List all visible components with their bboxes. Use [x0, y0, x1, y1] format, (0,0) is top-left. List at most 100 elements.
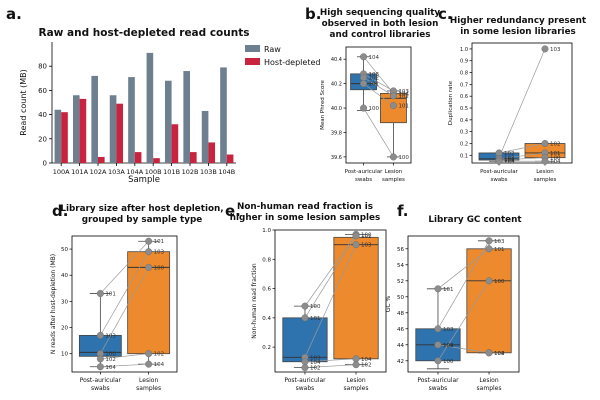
legend-swatch-raw: [245, 45, 260, 52]
point-lesion-100: [145, 263, 153, 271]
panel-label-f: f.: [397, 202, 408, 220]
x-tick-label-a: 103B: [200, 168, 217, 176]
plot-frame-f: [407, 235, 520, 373]
y-axis-label-f: GC %: [385, 295, 392, 312]
y-tick-label-f: 56: [397, 247, 404, 253]
point-label-104: 104: [443, 343, 454, 349]
point-label-101: 101: [310, 316, 321, 322]
point-label-101: 101: [105, 292, 116, 298]
panel-label-d: d.: [52, 202, 68, 220]
point-label-103: 103: [494, 239, 505, 245]
x-tick-label-d: swabs: [91, 385, 110, 392]
point-lesion-102: [145, 350, 153, 358]
point-post-102: [495, 149, 503, 157]
box-lesion: [333, 236, 379, 360]
chart-title-b: observed in both lesion: [322, 19, 439, 29]
point-label-104: 104: [398, 91, 409, 97]
bar-raw-104B: [220, 67, 227, 163]
x-tick-label-a: 101B: [163, 168, 180, 176]
x-tick-label-a: 103A: [108, 168, 125, 176]
point-label-101: 101: [504, 157, 515, 163]
y-tick-label-c: 0.9: [460, 59, 468, 65]
point-post-104: [301, 358, 309, 366]
point-label-102: 102: [550, 141, 561, 147]
point-lesion-103: [485, 237, 493, 245]
x-tick-label-b: Post-auricular: [345, 169, 384, 175]
y-tick-label-e: 1.0: [262, 228, 271, 234]
point-post-100: [434, 357, 442, 365]
point-lesion-101: [389, 102, 397, 110]
point-label-102: 102: [310, 366, 321, 372]
point-label-102: 102: [154, 352, 165, 358]
bar-host-depleted-104A: [134, 152, 142, 163]
point-lesion-102: [389, 92, 397, 100]
point-label-100: 100: [105, 352, 116, 358]
y-tick-label-c: 0.4: [460, 118, 468, 124]
point-label-104: 104: [369, 55, 380, 61]
point-label-103: 103: [550, 47, 561, 53]
x-tick-label-f: Post-auricular: [417, 377, 459, 384]
y-tick-label-b: 40.0: [331, 106, 342, 112]
chart-title-b: High sequencing quality: [320, 8, 441, 18]
point-label-103: 103: [504, 156, 515, 162]
x-tick-label-a: 102B: [182, 168, 199, 176]
y-tick-label-f: 54: [397, 263, 404, 269]
y-tick-label-d: 10: [61, 352, 68, 358]
point-label-102: 102: [504, 151, 515, 157]
paired-line-102: [363, 77, 394, 97]
point-post-103: [96, 331, 104, 339]
point-post-102: [434, 341, 442, 349]
x-tick-label-b: samples: [382, 177, 405, 183]
paired-line-103: [498, 48, 546, 158]
y-axis-label-e: Non-human read fraction: [251, 263, 258, 339]
y-tick-label-c: 0.1: [460, 153, 468, 159]
y-tick-label-a: 20: [38, 135, 47, 143]
paired-line-100: [304, 234, 357, 307]
y-tick-label-c: 0.8: [460, 71, 468, 77]
bar-raw-102A: [91, 75, 98, 163]
point-label-103: 103: [443, 327, 454, 333]
point-label-100: 100: [504, 158, 515, 164]
y-tick-label-b: 40.2: [331, 82, 342, 88]
bar-host-depleted-102B: [190, 152, 197, 163]
y-tick-label-b: 39.8: [331, 130, 342, 136]
bar-raw-100B: [146, 52, 154, 163]
bar-raw-103A: [109, 95, 117, 163]
point-label-102: 102: [443, 343, 454, 349]
x-tick-label-d: samples: [136, 385, 161, 392]
x-tick-label-b: swabs: [355, 177, 372, 183]
point-label-103: 103: [361, 243, 372, 249]
point-lesion-100: [389, 153, 397, 161]
point-lesion-100: [485, 277, 493, 285]
point-label-100: 100: [550, 156, 561, 162]
plot-frame-b: [345, 46, 412, 164]
paired-line-102: [437, 344, 490, 354]
x-tick-label-a: 102A: [90, 168, 107, 176]
point-label-103: 103: [105, 333, 116, 339]
y-tick-label-b: 40.4: [331, 57, 342, 63]
point-lesion-104: [352, 355, 360, 363]
paired-line-104: [100, 363, 149, 368]
box-lesion: [466, 248, 512, 354]
y-tick-label-c: 0.6: [460, 94, 468, 100]
x-tick-label-c: Post-auricular: [480, 169, 519, 175]
point-lesion-102: [352, 361, 360, 369]
y-tick-label-d: 30: [61, 299, 68, 305]
point-post-100: [360, 104, 368, 112]
point-lesion-101: [485, 245, 493, 253]
x-tick-label-f: swabs: [429, 385, 448, 392]
point-label-102: 102: [494, 351, 505, 357]
point-lesion-103: [145, 248, 153, 256]
panel-label-e: e.: [225, 202, 241, 220]
plot-frame-d: [71, 235, 178, 373]
bar-host-depleted-100A: [61, 112, 68, 163]
x-tick-label-a: 101A: [71, 168, 88, 176]
point-post-103: [434, 325, 442, 333]
legend-label-host-depleted: Host-depleted: [264, 58, 320, 67]
point-label-100: 100: [369, 106, 380, 112]
y-tick-label-f: 52: [397, 279, 404, 285]
point-label-101: 101: [494, 247, 505, 253]
y-tick-label-a: 40: [38, 111, 47, 119]
point-label-102: 102: [369, 76, 380, 82]
